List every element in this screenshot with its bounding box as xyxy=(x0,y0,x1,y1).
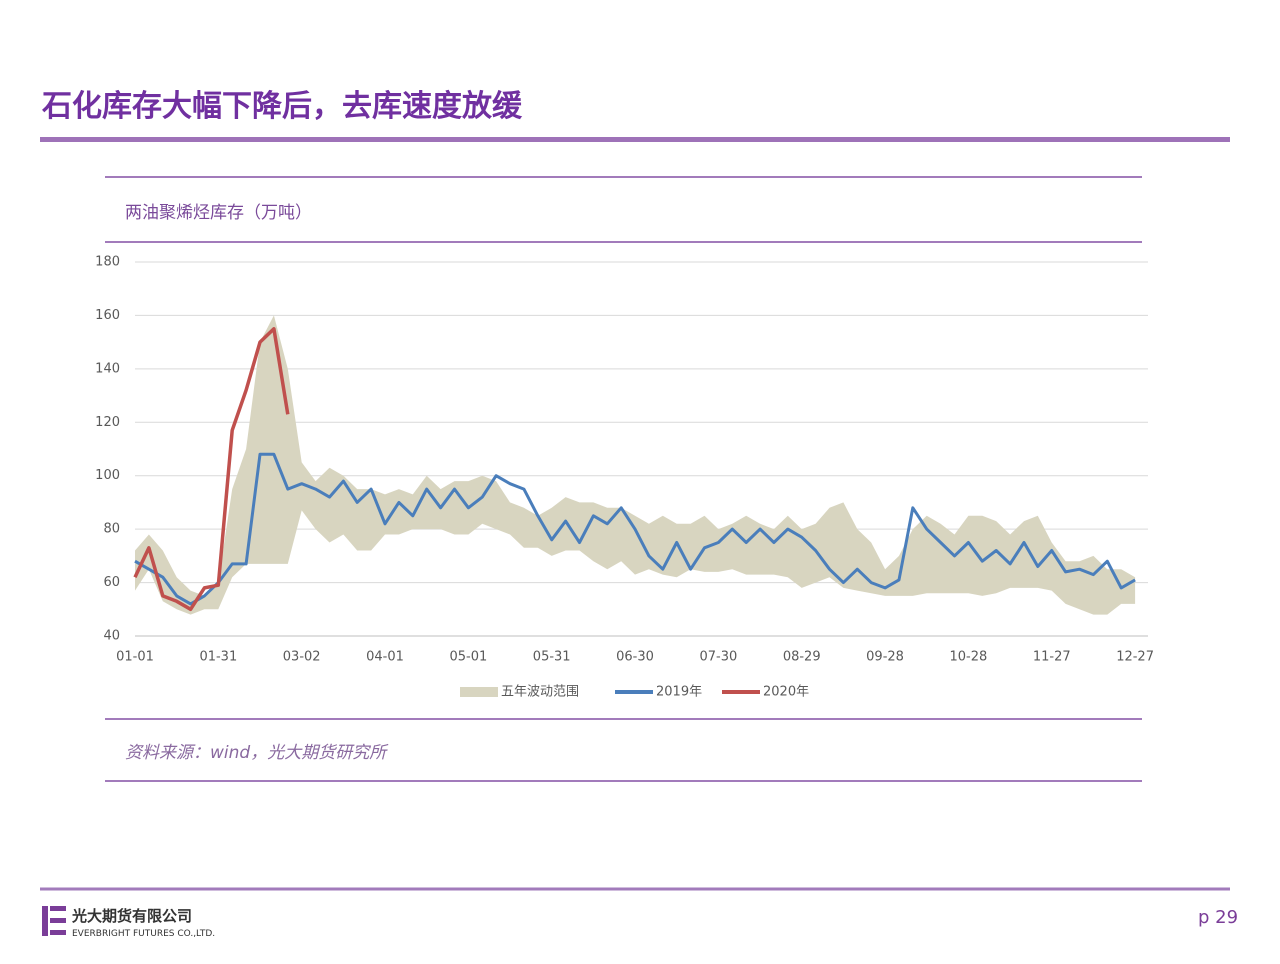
x-tick-label: 10-28 xyxy=(950,650,988,665)
x-tick-label: 03-02 xyxy=(283,650,321,665)
legend-label: 五年波动范围 xyxy=(501,685,579,700)
x-tick-label: 07-30 xyxy=(699,650,737,665)
x-tick-label: 05-01 xyxy=(449,650,487,665)
x-tick-label: 11-27 xyxy=(1033,650,1071,665)
x-tick-label: 08-29 xyxy=(783,650,821,665)
x-tick-label: 12-27 xyxy=(1116,650,1154,665)
y-tick-label: 140 xyxy=(95,361,120,376)
y-tick-label: 100 xyxy=(95,468,120,483)
x-tick-label: 01-31 xyxy=(199,650,237,665)
source-note: 资料来源：wind，光大期货研究所 xyxy=(125,743,389,763)
x-tick-label: 05-31 xyxy=(533,650,571,665)
x-tick-label: 09-28 xyxy=(866,650,904,665)
range-band xyxy=(135,315,1136,615)
title-rule xyxy=(40,137,1230,142)
x-tick-label: 04-01 xyxy=(366,650,404,665)
logo-bar xyxy=(50,906,66,911)
logo-bar xyxy=(42,906,48,936)
page-number: p 29 xyxy=(1198,907,1238,928)
y-tick-label: 40 xyxy=(103,629,120,644)
series-line xyxy=(134,452,1136,606)
y-tick-label: 120 xyxy=(95,415,120,430)
logo-bar xyxy=(50,930,66,935)
y-tick-label: 60 xyxy=(103,575,120,590)
legend-label: 2019年 xyxy=(656,685,702,700)
legend-swatch xyxy=(460,687,498,697)
logo-bar xyxy=(50,918,66,923)
y-tick-label: 180 xyxy=(95,255,120,270)
chart-title: 两油聚烯烃库存（万吨） xyxy=(125,203,312,223)
x-tick-label: 01-01 xyxy=(116,650,154,665)
company-en: EVERBRIGHT FUTURES CO.,LTD. xyxy=(72,929,215,939)
legend-label: 2020年 xyxy=(763,685,809,700)
y-tick-label: 160 xyxy=(95,308,120,323)
logo xyxy=(42,906,66,936)
company-cn: 光大期货有限公司 xyxy=(71,907,192,925)
series-line xyxy=(133,327,290,612)
slide-title: 石化库存大幅下降后，去库速度放缓 xyxy=(41,89,523,124)
y-tick-label: 80 xyxy=(103,522,120,537)
x-tick-label: 06-30 xyxy=(616,650,654,665)
